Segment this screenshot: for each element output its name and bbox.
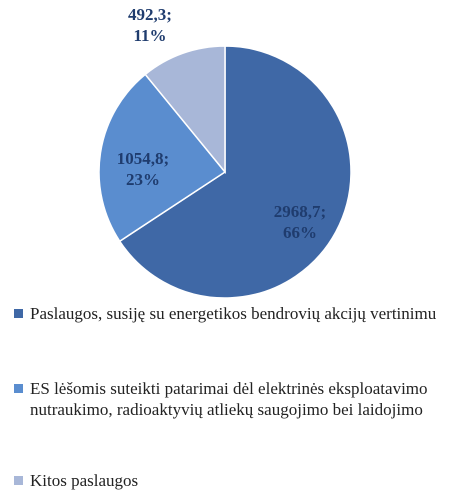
legend-swatch (14, 384, 23, 393)
data-label: 1054,8; 23% (116, 149, 170, 189)
pie-slice (98, 73, 227, 243)
legend-swatch (14, 476, 23, 485)
legend-label: Kitos paslaugos (30, 471, 139, 490)
legend-swatch (14, 309, 23, 318)
legend-label: Paslaugos, susiję su energetikos bendrov… (30, 304, 437, 323)
legend-item: Kitos paslaugos (14, 470, 454, 491)
legend-label: ES lėšomis suteikti patarimai dėl elektr… (30, 379, 428, 419)
legend-item: ES lėšomis suteikti patarimai dėl elektr… (14, 378, 454, 420)
pie-slice (144, 45, 226, 175)
data-label: 2968,7; 66% (273, 202, 327, 242)
pie (98, 45, 352, 299)
pie-slice (118, 45, 352, 299)
data-label: 492,3; 11% (128, 5, 172, 45)
legend-item: Paslaugos, susiję su energetikos bendrov… (14, 303, 454, 324)
